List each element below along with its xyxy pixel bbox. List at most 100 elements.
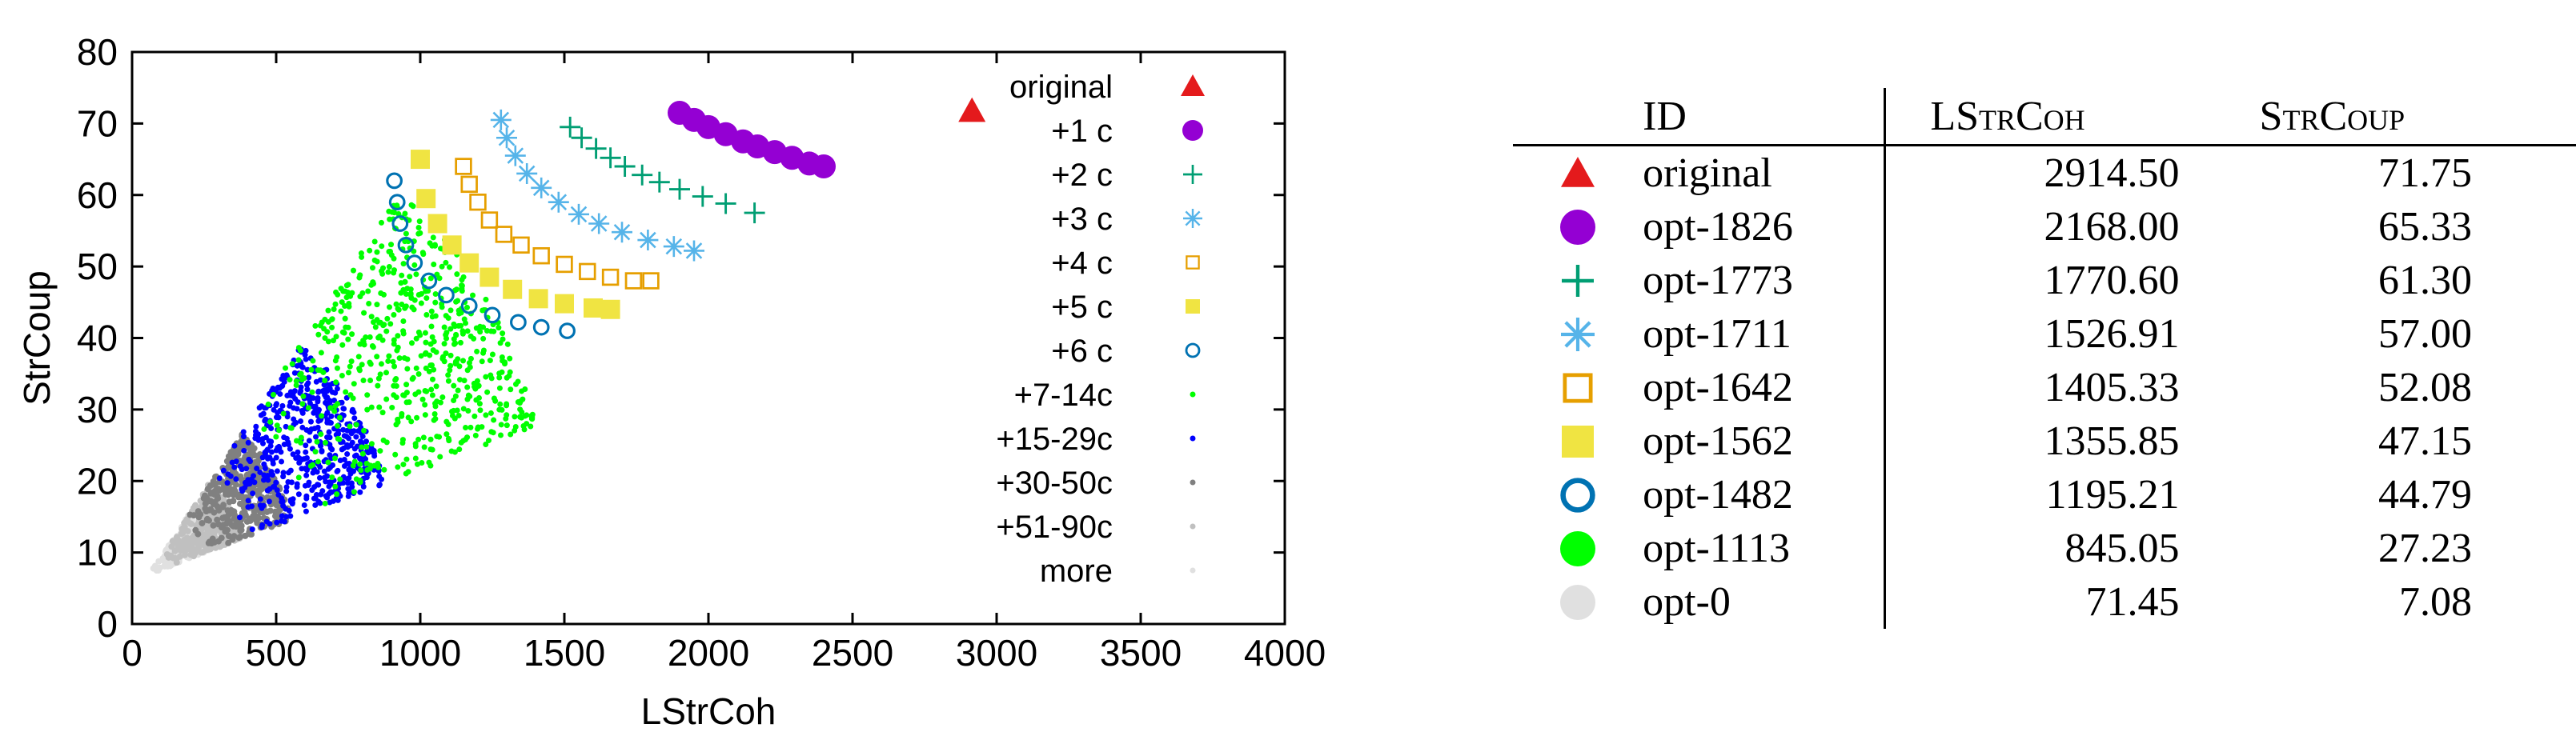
row-id: opt-1113 xyxy=(1643,526,1790,571)
data-point xyxy=(624,272,643,290)
cloud-point xyxy=(358,250,364,257)
cloud-point xyxy=(407,290,414,297)
cloud-point xyxy=(421,444,427,450)
cloud-point xyxy=(315,367,321,374)
cloud-point xyxy=(333,289,339,295)
cloud-point xyxy=(279,382,286,389)
cloud-point xyxy=(429,334,435,340)
cloud-point xyxy=(231,515,238,522)
cloud-point xyxy=(377,371,383,378)
cloud-point xyxy=(305,405,311,411)
cloud-point xyxy=(294,362,300,369)
cloud-point xyxy=(283,365,289,371)
row-marker-icon xyxy=(1560,584,1596,620)
cloud-point xyxy=(391,341,397,347)
data-point xyxy=(438,286,455,304)
cloud-point xyxy=(252,428,259,434)
cloud-point xyxy=(439,394,446,401)
legend-label: +2 c xyxy=(1051,158,1113,193)
cloud-point xyxy=(257,469,263,475)
legend-item: +7-14c xyxy=(1014,378,1196,413)
cloud-point xyxy=(230,522,237,530)
cloud-point xyxy=(524,421,530,427)
data-point xyxy=(510,314,527,331)
cloud-point xyxy=(432,299,439,306)
cloud-point xyxy=(312,322,319,329)
cloud-point xyxy=(411,262,418,268)
cloud-point xyxy=(483,412,489,418)
cloud-point xyxy=(210,522,217,529)
cloud-point xyxy=(307,418,314,425)
cloud-point xyxy=(305,380,311,386)
cloud-point xyxy=(347,363,353,370)
legend-marker xyxy=(1185,342,1201,358)
cloud-point xyxy=(293,382,299,389)
row-marker-shape xyxy=(1563,372,1593,403)
cloud-point xyxy=(451,321,457,327)
cloud-point xyxy=(299,424,306,430)
cloud-point xyxy=(254,513,261,520)
cloud-point xyxy=(459,285,465,291)
cloud-point xyxy=(346,466,352,473)
cloud-point xyxy=(347,423,353,430)
cloud-point xyxy=(396,355,403,362)
cloud-point xyxy=(464,328,471,334)
cloud-point xyxy=(412,441,419,447)
data-point xyxy=(571,127,592,149)
cloud-point xyxy=(356,274,363,281)
cloud-point xyxy=(168,543,175,550)
legend-marker xyxy=(1182,120,1203,141)
legend-label: more xyxy=(1040,554,1113,589)
cloud-point xyxy=(322,500,328,506)
cloud-point xyxy=(350,462,356,469)
cloud-point xyxy=(400,328,407,334)
cloud-point xyxy=(487,358,493,364)
cloud-point xyxy=(415,291,422,298)
cloud-point xyxy=(315,498,322,505)
cloud-point xyxy=(355,354,362,360)
cloud-point xyxy=(245,477,251,483)
cloud-point xyxy=(353,434,359,440)
cloud-point xyxy=(191,512,198,519)
cloud-point xyxy=(274,401,280,407)
header-strcoup: StrCoup xyxy=(2259,93,2405,139)
cloud-point xyxy=(428,386,435,393)
data-point xyxy=(648,171,670,193)
cloud-point xyxy=(379,268,385,274)
cloud-point xyxy=(225,471,231,478)
cloud-point xyxy=(418,353,424,359)
cloud-point xyxy=(214,516,221,523)
cloud-point xyxy=(360,378,367,384)
cloud-point xyxy=(496,374,503,381)
cloud-point xyxy=(473,397,479,403)
cloud-point xyxy=(248,530,255,538)
y-tick-label: 60 xyxy=(77,174,118,216)
cloud-point xyxy=(395,416,401,422)
cloud-point xyxy=(451,398,457,404)
cloud-point xyxy=(192,526,199,534)
row-lstrcoh: 1526.91 xyxy=(1884,307,2228,361)
cloud-point xyxy=(343,394,350,401)
data-point xyxy=(601,268,620,286)
cloud-point xyxy=(223,458,231,465)
row-lstrcoh: 1405.33 xyxy=(1884,361,2228,414)
legend-marker xyxy=(1183,165,1202,184)
cloud-point xyxy=(295,345,302,351)
cloud-point xyxy=(265,455,271,462)
row-marker xyxy=(1513,254,1643,307)
cloud-point xyxy=(341,457,347,463)
row-marker-shape xyxy=(1562,264,1595,297)
cloud-point xyxy=(471,413,478,419)
cloud-point xyxy=(419,460,425,466)
cloud-point xyxy=(456,446,463,453)
legend-item: +30-50c xyxy=(996,466,1196,501)
cloud-point xyxy=(283,514,290,520)
cloud-point xyxy=(308,366,315,373)
cloud-point xyxy=(341,462,347,469)
row-strcoup: 65.33 xyxy=(2378,204,2472,250)
data-point xyxy=(442,235,462,255)
cloud-point xyxy=(264,446,271,453)
cloud-point xyxy=(184,527,191,534)
row-marker xyxy=(1513,575,1643,629)
cloud-point xyxy=(327,434,333,441)
